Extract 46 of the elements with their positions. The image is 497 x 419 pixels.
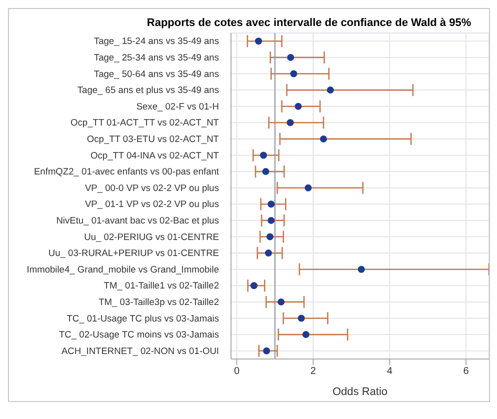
chart-title: Rapports de cotes avec intervalle de confiance de Wald à 95% (146, 17, 472, 29)
point (320, 135, 327, 142)
point (250, 282, 258, 290)
x-tick-label: 0 (234, 366, 240, 378)
y-tick-label: Uu_ 02-PERIUG vs 01-CENTRE (84, 232, 219, 242)
y-tick-label: Uu_ 03-RURAL+PERIUP vs 01-CENTRE (48, 248, 219, 258)
point (286, 119, 294, 126)
point (290, 70, 298, 78)
point (302, 331, 310, 338)
point (287, 54, 294, 61)
point (326, 86, 334, 94)
point (255, 38, 262, 45)
point (358, 266, 365, 273)
point (266, 233, 274, 240)
point (260, 152, 267, 159)
y-tick-label: Tage_ 15-24 ans vs 35-49 ans (94, 36, 220, 46)
y-tick-label: Ocp_TT 03-ETU vs 02-ACT_NT (86, 134, 220, 144)
y-tick-label: Immobile4_ Grand_mobile vs Grand_Immobile (26, 264, 219, 274)
y-tick-label: TC_ 01-Usage TC plus vs 03-Jamais (66, 313, 220, 324)
y-tick-label: Tage_ 25-34 ans vs 35-49 ans (94, 52, 220, 62)
y-tick-label: VP_ 00-0 VP vs 02-2 VP ou plus (84, 182, 220, 193)
point (278, 298, 285, 306)
y-tick-label: Tage_ 50-64 ans vs 35-49 ans (94, 68, 220, 79)
y-tick-label: EnfmQZ2_ 01-avec enfants vs 00-pas enfant (34, 166, 220, 177)
point (294, 102, 302, 110)
point (268, 200, 275, 208)
point (268, 216, 275, 224)
y-tick-label: TM_ 01-Taille1 vs 02-Taille2 (104, 280, 219, 291)
point (264, 250, 272, 257)
point (262, 168, 270, 176)
point (298, 314, 305, 322)
y-tick-label: Sexe_ 02-F vs 01-H (136, 101, 219, 112)
x-tick-label: 4 (386, 366, 393, 378)
y-tick-label: Ocp_TT 04-INA vs 02-ACT_NT (90, 150, 220, 160)
x-axis-title: Odds Ratio (332, 386, 388, 398)
x-tick-label: 6 (463, 366, 470, 378)
y-tick-label: TM_ 03-Taille3p vs 02-Taille2 (98, 296, 219, 307)
y-tick-label: Ocp_TT 01-ACT_TT vs 02-ACT_NT (70, 118, 220, 128)
x-tick-label: 2 (310, 366, 316, 378)
point (263, 347, 270, 354)
y-tick-label: Tage_ 65 ans et plus vs 35-49 ans (77, 85, 220, 96)
y-tick-label: ACH_INTERNET_ 02-NON vs 01-OUI (61, 346, 219, 356)
y-tick-label: TC_ 02-Usage TC moins vs 03-Jamais (59, 330, 220, 340)
y-tick-label: NivEtu_ 01-avant bac vs 02-Bac et plus (56, 215, 220, 226)
y-tick-label: VP_ 01-1 VP vs 02-2 VP ou plus (84, 199, 220, 210)
point (304, 184, 312, 192)
